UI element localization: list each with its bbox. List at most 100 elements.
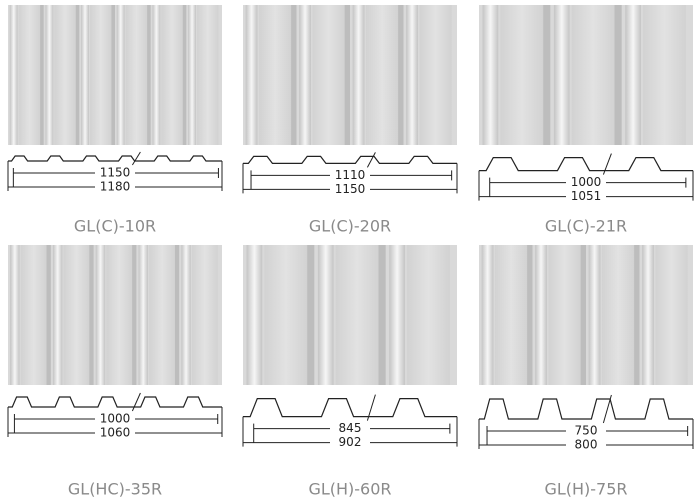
sheet-pan	[407, 245, 450, 385]
break-mark	[131, 151, 141, 166]
sheet-rib	[75, 5, 80, 145]
sheet-rib	[344, 5, 350, 145]
dim-outer: 800	[575, 438, 598, 452]
sheet-rib	[40, 5, 44, 145]
sheet-rib	[188, 5, 196, 145]
dim-bg	[95, 166, 135, 180]
sheet-rib	[245, 5, 258, 145]
sheet-rib	[132, 245, 137, 385]
sheet-rib	[378, 245, 386, 385]
sheet-pan	[312, 5, 345, 145]
sheet-rib	[111, 5, 115, 145]
sheet-pan	[90, 5, 112, 145]
sheet-pan	[335, 245, 379, 385]
sheet-rib	[116, 5, 125, 145]
sheet-rib	[46, 245, 51, 385]
sheet-rib	[299, 5, 311, 145]
sheet-pan	[602, 245, 635, 385]
sheet-rib	[81, 5, 89, 145]
dim-bg	[566, 189, 606, 204]
sheet-pan	[366, 5, 399, 145]
sheet-rib	[147, 5, 151, 145]
sheet-pan	[149, 245, 175, 385]
profile	[8, 396, 222, 408]
product-name: GL(H)-60R	[308, 480, 391, 499]
dim-bg	[566, 424, 606, 438]
dim-bg	[95, 412, 135, 426]
sheet-pan	[54, 5, 76, 145]
product-name: GL(H)-75R	[544, 480, 627, 499]
dim-inner: 1110	[335, 168, 366, 182]
sheet-pan	[548, 245, 581, 385]
sheet-pan	[571, 5, 615, 145]
dim-outer: 1051	[571, 189, 602, 203]
sheet-rib	[527, 245, 533, 385]
sheet-pan	[197, 5, 219, 145]
dim-bg	[95, 180, 135, 194]
product-name: GL(C)-21R	[545, 217, 627, 236]
sheet-rib	[138, 245, 148, 385]
sheet-rib	[481, 245, 494, 385]
sheet-rib	[317, 245, 334, 385]
dim-inner: 1000	[571, 175, 602, 189]
sheet-rib	[9, 5, 18, 145]
sheet-rib	[625, 5, 641, 145]
sheet-rib	[95, 245, 106, 385]
sheet-rib	[52, 245, 63, 385]
sheet-pan	[18, 5, 41, 145]
sheet-rib	[182, 5, 187, 145]
sheet-rib	[291, 5, 297, 145]
sheet-rib	[588, 245, 601, 385]
dim-outer: 902	[339, 435, 362, 449]
sheet-rib	[174, 245, 180, 385]
sheet-pan	[192, 245, 218, 385]
dim-outer: 1060	[100, 426, 131, 440]
sheet-rib	[246, 245, 263, 385]
dim-bg	[566, 175, 606, 190]
sheet-pan	[643, 5, 686, 145]
sheet-rib	[89, 245, 94, 385]
sheet-rib	[553, 5, 570, 145]
profile	[243, 398, 457, 418]
sheet-rib	[642, 245, 654, 385]
break-mark	[131, 392, 141, 412]
dim-bg	[330, 421, 370, 436]
profile	[243, 155, 457, 164]
dim-inner: 845	[339, 421, 362, 435]
sheet-rib	[352, 5, 365, 145]
sheet-rib	[398, 5, 404, 145]
dim-inner: 750	[575, 424, 598, 438]
dim-inner: 1150	[100, 166, 131, 180]
sheet-pan	[495, 245, 528, 385]
sheet-pan	[161, 5, 183, 145]
sheet-pan	[500, 5, 544, 145]
profile	[8, 155, 222, 162]
profile	[479, 398, 693, 420]
sheet-pan	[20, 245, 47, 385]
product-name: GL(C)-10R	[74, 217, 156, 236]
break-mark	[602, 394, 612, 424]
dim-outer: 1180	[100, 180, 131, 194]
dim-bg	[95, 426, 135, 440]
break-mark	[602, 153, 612, 175]
sheet-rib	[45, 5, 54, 145]
sheet-rib	[614, 5, 622, 145]
break-mark	[366, 394, 376, 421]
dim-bg	[330, 182, 370, 197]
product-name: GL(HC)-35R	[68, 480, 162, 499]
sheet-rib	[580, 245, 586, 385]
product-name: GL(C)-20R	[309, 217, 391, 236]
dim-bg	[330, 435, 370, 450]
sheet-rib	[389, 245, 405, 385]
sheet-pan	[63, 245, 90, 385]
sheet-pan	[259, 5, 292, 145]
sheet-pan	[264, 245, 308, 385]
sheet-rib	[482, 5, 499, 145]
sheet-rib	[307, 245, 315, 385]
sheet-pan	[655, 245, 688, 385]
sheet-rib	[181, 245, 191, 385]
profile	[479, 157, 693, 172]
dim-inner: 1000	[100, 412, 131, 426]
